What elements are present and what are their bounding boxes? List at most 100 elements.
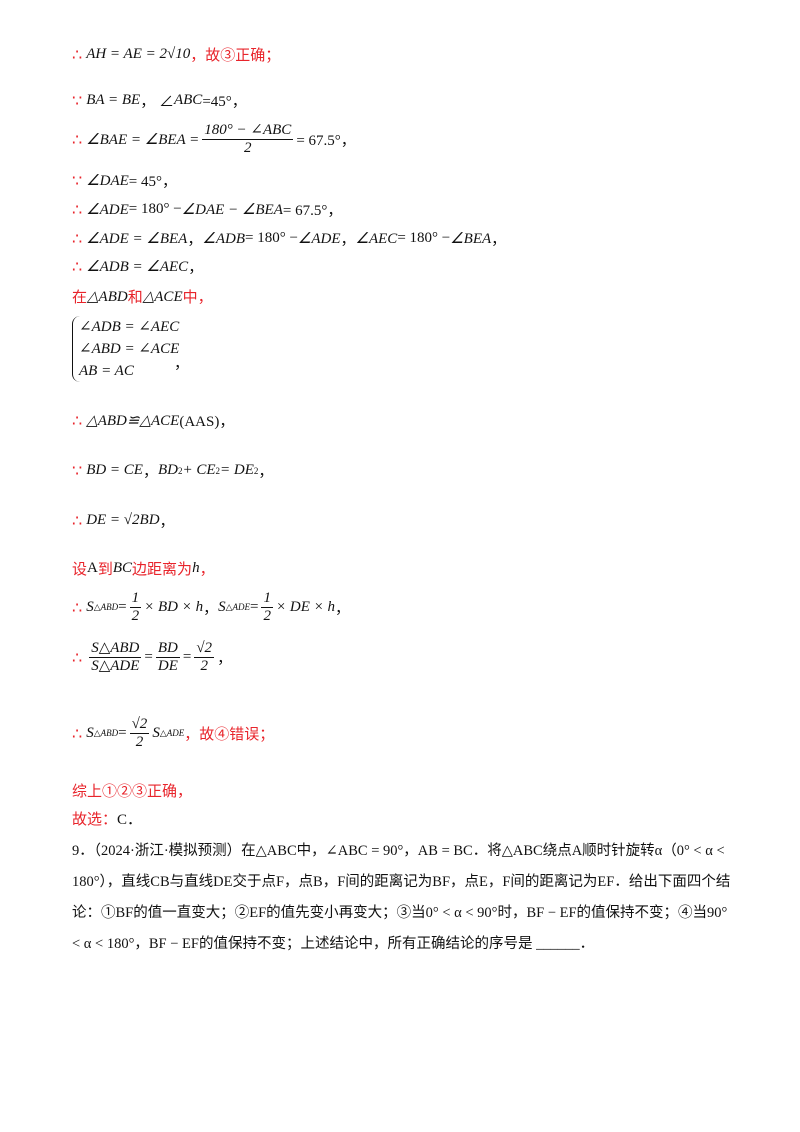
highlight-text: 故选： (72, 812, 118, 828)
math-text: × DE × h (275, 599, 335, 616)
therefore-symbol: ∴ (72, 201, 83, 219)
math-text: ， (258, 464, 274, 480)
numerator: √2 (129, 716, 150, 735)
math-text: ∠DAE (86, 173, 129, 189)
solution-line: ∴ ∠BAE = ∠BEA = 180° − ∠ABC 2 = 67.5°， (72, 122, 356, 158)
math-text: BD = CE (86, 462, 143, 478)
therefore-symbol: ∴ (72, 512, 83, 530)
therefore-symbol: ∴ (72, 46, 83, 64)
fraction: S△ABD S△ADE (89, 640, 142, 676)
problem-9-text: 9．（2024·浙江·模拟预测）在△ABC中，∠ABC = 90°，AB = B… (72, 843, 731, 952)
math-text: ∠BEA (450, 231, 492, 247)
solution-line: ∴ S △ABD = 1 2 × BD × h， S △ADE = 1 2 × DE × h， (72, 590, 350, 626)
math-text: = 67.5°， (282, 203, 343, 219)
therefore-symbol: ∴ (72, 599, 83, 617)
solution-line: 故选： C． (72, 808, 142, 829)
math-text: ∠ADE (297, 231, 341, 247)
denominator: 2 (200, 658, 208, 675)
math-text: = DE (220, 462, 254, 478)
math-text: 2 (178, 465, 183, 476)
solution-line: 综上①②③正确， (72, 780, 192, 801)
numerator: S△ABD (89, 640, 142, 659)
math-text: + CE (182, 462, 216, 478)
math-text: = (118, 725, 127, 742)
system-comma: ， (174, 356, 190, 372)
math-text: = 180° − (244, 230, 298, 246)
therefore-symbol: ∵ (72, 462, 83, 480)
math-text: △ABD (93, 728, 119, 739)
math-text: ， (217, 651, 233, 668)
math-text: = 45°， (128, 174, 178, 190)
math-text: DE = √2BD (86, 512, 160, 528)
highlight-text: ， (199, 562, 215, 578)
solution-line: ∵ BD = CE， BD 2 + CE 2 = DE 2， (72, 460, 273, 481)
denominator: 2 (135, 734, 144, 751)
therefore-symbol: ∴ (72, 258, 83, 276)
highlight-text: 到 (97, 562, 113, 578)
math-text: ， (340, 232, 356, 248)
math-text: C． (117, 812, 143, 828)
math-text: △ADE (159, 728, 185, 739)
math-text: ∠ADE = ∠BEA (86, 231, 188, 247)
highlight-text: ，故③正确； (190, 48, 281, 64)
math-text: = (182, 649, 192, 666)
math-text: 2 (215, 465, 221, 476)
solution-line: ∴ △ABD≌△ACE (AAS)， (72, 410, 234, 431)
highlight-text: ，故④错误； (184, 727, 275, 744)
math-text: ABC (173, 92, 203, 108)
system-eq-3: AB = AC (79, 363, 134, 379)
highlight-text: 和 (127, 290, 143, 306)
solution-line: ∴ S △ABD = √2 2 S △ADE ，故④错误； (72, 716, 274, 752)
denominator: 2 (131, 608, 140, 625)
numerator: BD (155, 640, 180, 659)
math-text: △ABD≌△ACE (86, 413, 180, 429)
therefore-symbol: ∵ (72, 172, 83, 190)
math-text: AH = AE = 2√10 (86, 46, 191, 62)
therefore-symbol: ∴ (72, 131, 83, 149)
math-text: △ACE (142, 289, 183, 305)
numerator: 180° − ∠ABC (202, 122, 294, 141)
math-text: ， ∠ (140, 94, 174, 110)
math-text: = 180° − (397, 230, 451, 246)
highlight-text: 在 (72, 290, 88, 306)
highlight-text: 综上①②③正确， (72, 784, 193, 800)
solution-line: ∴ S△ABD S△ADE = BD DE = √2 2， (72, 640, 232, 676)
fraction: √2 2 (129, 716, 150, 752)
numerator: 1 (129, 590, 142, 609)
math-text: S (152, 725, 160, 742)
math-text: ， (159, 514, 175, 530)
system-eq-2: ∠ABD = ∠ACE (79, 341, 180, 357)
math-text: ， (188, 260, 204, 276)
solution-line: ∴ ∠ADB = ∠AEC， (72, 256, 203, 277)
denominator: DE (157, 658, 178, 675)
highlight-text: 边距离为 (132, 562, 193, 578)
system-eq-1: ∠ADB = ∠AEC (79, 319, 180, 335)
math-text: ， (203, 601, 219, 618)
math-text: ∠ADE (86, 202, 129, 218)
fraction: 180° − ∠ABC 2 (202, 122, 294, 158)
problem-9: 9．（2024·浙江·模拟预测）在△ABC中，∠ABC = 90°，AB = B… (72, 836, 732, 960)
math-text: 2 (253, 465, 259, 476)
math-text: ， (187, 232, 203, 248)
math-text: ， (491, 232, 507, 248)
math-text: △ADE (225, 602, 251, 613)
solution-line: ∴ AH = AE = 2√10 ，故③正确； (72, 44, 280, 65)
math-text: ， (334, 601, 350, 618)
math-text: ∠ADB = ∠AEC (86, 259, 189, 275)
solution-line: ∵ BA = BE， ∠ ABC =45°， (72, 90, 247, 111)
numerator: 1 (261, 590, 273, 609)
equation-system: ∠ADB = ∠AEC ∠ABD = ∠ACE AB = AC (72, 316, 179, 382)
denominator: S△ADE (91, 658, 140, 675)
math-text: =45°， (202, 94, 247, 110)
solution-line: ∴ ∠ADE = ∠BEA， ∠ADB = 180° − ∠ADE， ∠AEC =… (72, 228, 506, 249)
math-text: × BD × h (144, 599, 204, 616)
math-text: S (86, 599, 94, 616)
math-text: = (250, 599, 259, 616)
fraction: √2 2 (194, 640, 215, 676)
math-text: ∠ADB (202, 231, 245, 247)
math-text: ， (142, 464, 158, 480)
math-text: △ABD (93, 602, 119, 613)
